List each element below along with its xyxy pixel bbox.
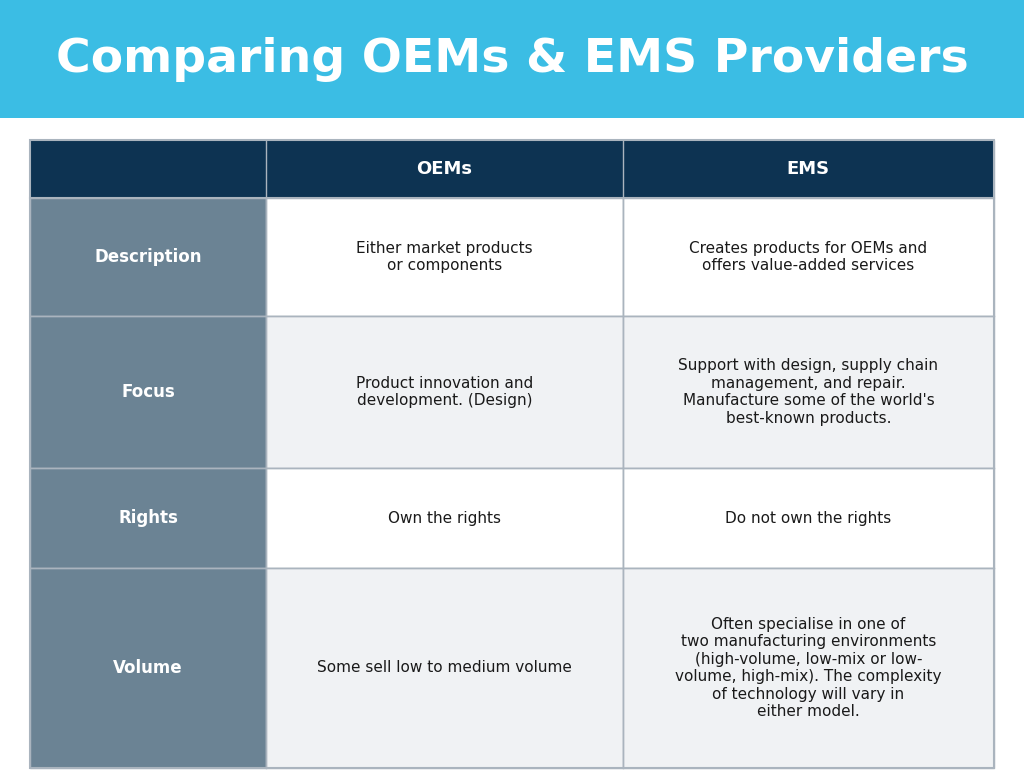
Text: EMS: EMS: [786, 160, 830, 178]
Text: Creates products for OEMs and
offers value-added services: Creates products for OEMs and offers val…: [689, 241, 928, 273]
Bar: [623, 316, 994, 468]
Text: Do not own the rights: Do not own the rights: [725, 511, 892, 525]
Bar: [30, 140, 994, 198]
Bar: [623, 198, 994, 316]
Text: Focus: Focus: [121, 383, 175, 401]
Bar: [30, 316, 266, 468]
Bar: [30, 568, 266, 768]
Bar: [30, 198, 266, 316]
Text: Volume: Volume: [114, 659, 183, 677]
Text: Some sell low to medium volume: Some sell low to medium volume: [317, 660, 572, 675]
Text: Either market products
or components: Either market products or components: [356, 241, 532, 273]
Bar: [266, 568, 623, 768]
Text: Product innovation and
development. (Design): Product innovation and development. (Des…: [356, 376, 534, 408]
Bar: [266, 140, 623, 198]
Bar: [30, 140, 994, 768]
Bar: [266, 468, 623, 568]
Text: Own the rights: Own the rights: [388, 511, 501, 525]
Text: Description: Description: [94, 248, 202, 266]
Bar: [30, 140, 266, 198]
Text: Rights: Rights: [118, 509, 178, 527]
Bar: [623, 140, 994, 198]
Bar: [623, 468, 994, 568]
Bar: [623, 568, 994, 768]
Bar: [30, 468, 266, 568]
Bar: [0, 118, 1024, 140]
Text: Often specialise in one of
two manufacturing environments
(high-volume, low-mix : Often specialise in one of two manufactu…: [675, 617, 942, 719]
Text: Comparing OEMs & EMS Providers: Comparing OEMs & EMS Providers: [55, 36, 969, 81]
Bar: [266, 316, 623, 468]
Bar: [266, 198, 623, 316]
Bar: [0, 0, 1024, 118]
Text: OEMs: OEMs: [417, 160, 472, 178]
Text: Support with design, supply chain
management, and repair.
Manufacture some of th: Support with design, supply chain manage…: [679, 359, 938, 425]
